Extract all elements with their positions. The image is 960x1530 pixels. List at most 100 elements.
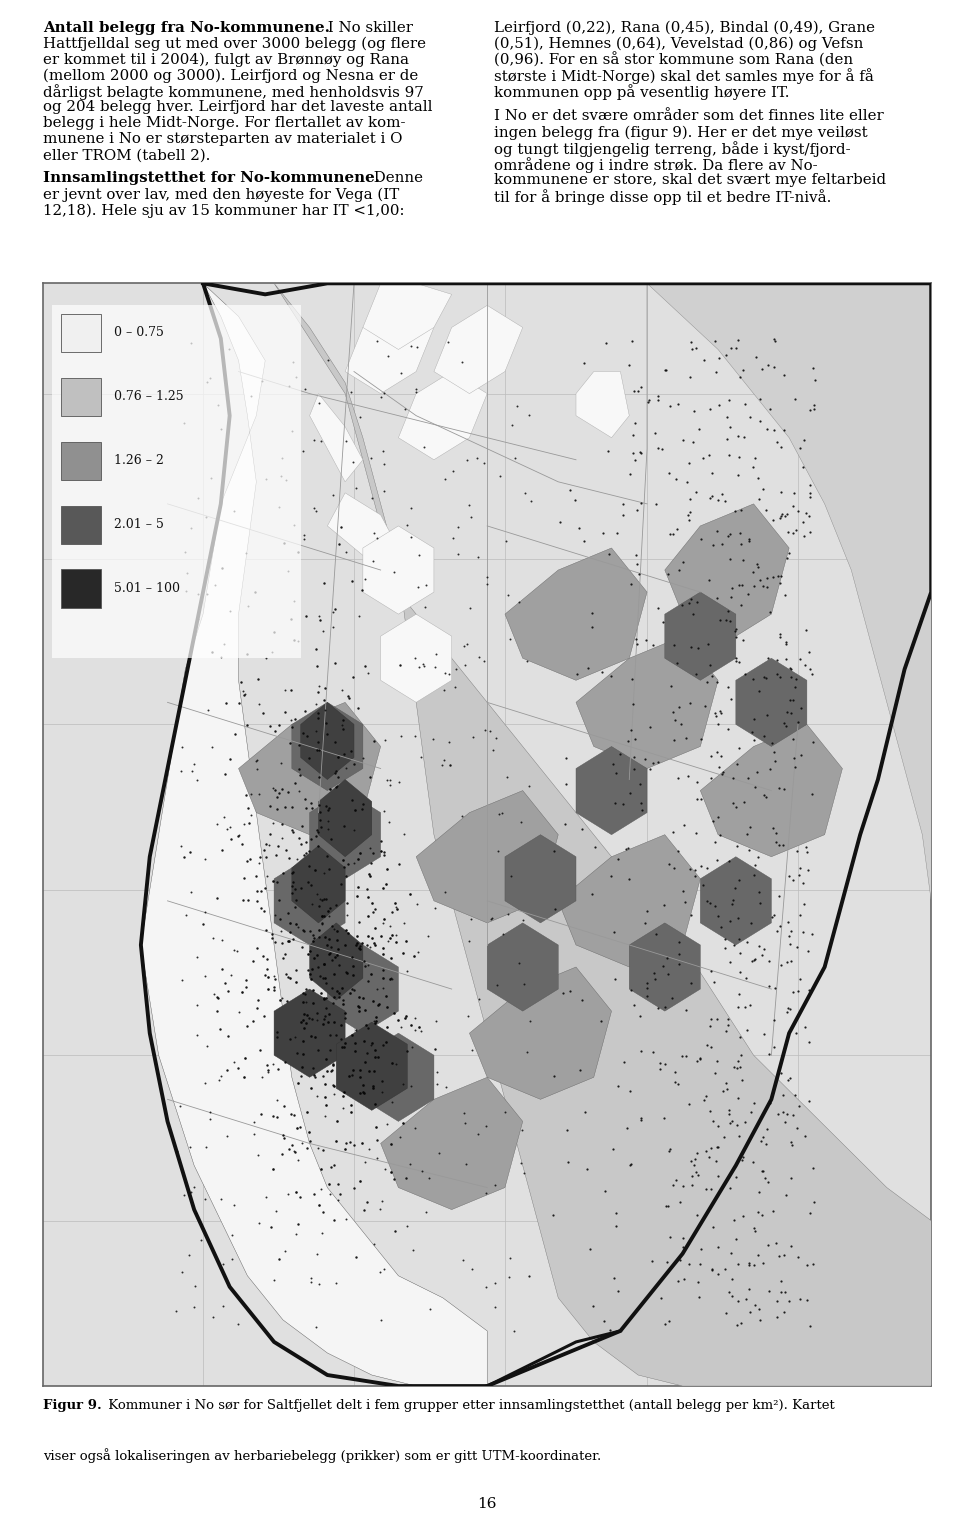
Point — [703, 398, 718, 422]
Point — [774, 480, 789, 505]
Point — [687, 1146, 703, 1170]
Point — [805, 356, 821, 381]
Point — [326, 1074, 342, 1099]
Point — [230, 1056, 246, 1080]
Polygon shape — [380, 1077, 522, 1210]
Point — [335, 991, 350, 1016]
Point — [348, 797, 363, 822]
Point — [311, 737, 326, 762]
Point — [462, 929, 477, 953]
Point — [660, 562, 676, 586]
Point — [704, 744, 719, 768]
Point — [755, 1158, 770, 1183]
Polygon shape — [309, 923, 363, 1001]
Point — [344, 569, 359, 594]
Point — [722, 909, 737, 933]
Point — [747, 445, 762, 470]
Point — [304, 1007, 320, 1031]
Point — [277, 1050, 293, 1074]
Point — [335, 1083, 350, 1108]
Point — [292, 779, 307, 803]
Point — [324, 976, 340, 1001]
Point — [360, 877, 375, 901]
Point — [461, 493, 476, 517]
Point — [323, 1024, 338, 1048]
Point — [741, 526, 756, 551]
Point — [275, 946, 290, 970]
Point — [708, 360, 723, 384]
Point — [296, 918, 311, 942]
Point — [409, 892, 424, 916]
Point — [684, 903, 699, 927]
Point — [200, 370, 215, 395]
Point — [665, 820, 681, 845]
Point — [722, 1097, 737, 1121]
Point — [666, 728, 682, 753]
Point — [279, 900, 295, 924]
Point — [759, 566, 775, 591]
Point — [675, 1235, 690, 1259]
Point — [448, 658, 464, 682]
Point — [306, 926, 322, 950]
Point — [756, 477, 771, 502]
Point — [246, 949, 261, 973]
Point — [666, 855, 682, 880]
Point — [732, 364, 748, 389]
Point — [234, 979, 250, 1004]
Point — [351, 604, 367, 629]
Point — [789, 1115, 804, 1140]
Point — [714, 482, 730, 506]
Point — [309, 1001, 324, 1025]
Point — [711, 346, 727, 370]
Point — [324, 913, 340, 938]
Point — [488, 1271, 503, 1296]
Point — [708, 1149, 724, 1174]
Point — [641, 387, 657, 412]
Point — [364, 890, 379, 915]
Point — [442, 730, 457, 754]
Point — [788, 667, 804, 692]
Point — [623, 978, 638, 1002]
Point — [374, 1189, 390, 1213]
Point — [384, 900, 399, 924]
Point — [597, 1178, 612, 1203]
Point — [744, 949, 759, 973]
Point — [777, 583, 792, 607]
Point — [779, 646, 794, 670]
Point — [512, 589, 527, 614]
Point — [176, 845, 191, 869]
Point — [521, 1264, 537, 1288]
Point — [361, 904, 376, 929]
Point — [268, 1200, 283, 1224]
Point — [380, 1112, 396, 1137]
Point — [231, 823, 247, 848]
Point — [178, 578, 193, 603]
Point — [361, 952, 376, 976]
Point — [772, 571, 787, 595]
Point — [741, 528, 756, 552]
Point — [352, 842, 368, 866]
Point — [203, 1100, 218, 1125]
Point — [350, 993, 366, 1017]
Point — [723, 950, 738, 975]
Point — [638, 627, 654, 652]
Point — [238, 783, 253, 808]
Point — [222, 337, 237, 361]
Point — [365, 549, 380, 574]
Point — [762, 757, 778, 782]
Point — [478, 1181, 493, 1206]
Point — [284, 819, 300, 843]
Point — [484, 906, 499, 930]
Point — [469, 445, 485, 470]
Point — [774, 1060, 789, 1085]
Point — [359, 1040, 374, 1065]
Point — [727, 932, 742, 956]
Point — [304, 892, 320, 916]
Point — [759, 416, 775, 441]
Point — [437, 748, 452, 773]
Point — [310, 707, 325, 731]
Text: belegg i hele Midt-Norge. For flertallet av kom-: belegg i hele Midt-Norge. For flertallet… — [43, 116, 406, 130]
Point — [606, 751, 621, 776]
Point — [627, 448, 642, 473]
Point — [746, 1253, 761, 1278]
